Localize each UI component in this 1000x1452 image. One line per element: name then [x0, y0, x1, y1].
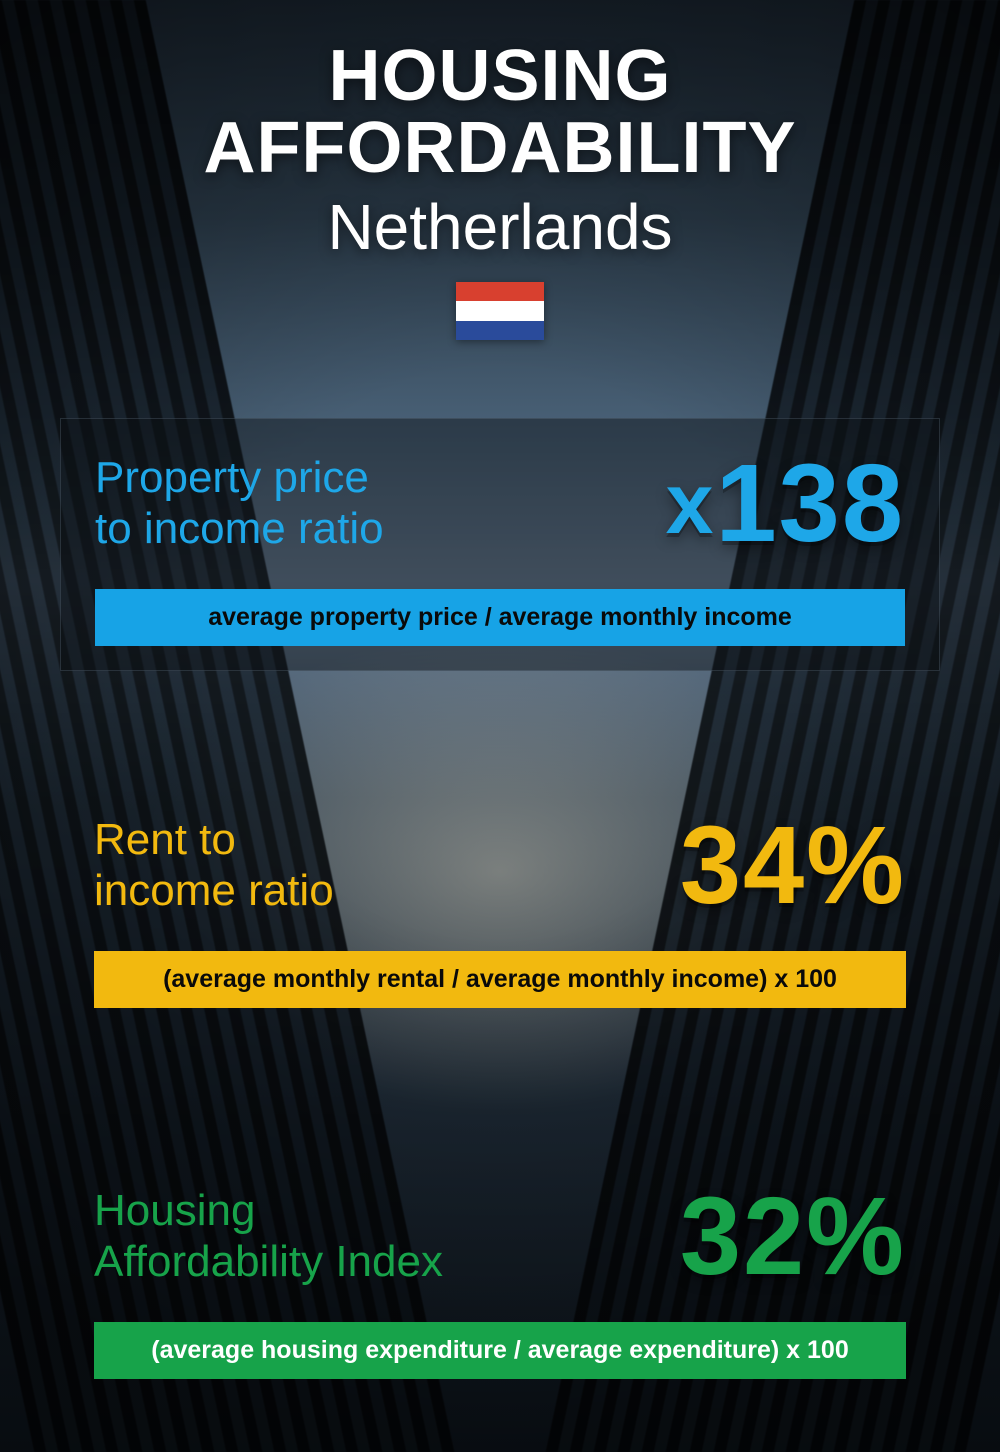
content-container: HOUSING AFFORDABILITY Netherlands Proper…	[0, 0, 1000, 1452]
metric-row: Property price to income ratio x138	[95, 449, 905, 559]
metric-label: Property price to income ratio	[95, 453, 384, 554]
metric-formula: average property price / average monthly…	[95, 589, 905, 646]
metric-value-number: 138	[715, 442, 905, 565]
main-title: HOUSING AFFORDABILITY	[50, 40, 950, 184]
flag-stripe-mid	[456, 301, 544, 320]
metric-formula: (average housing expenditure / average e…	[94, 1322, 906, 1379]
metric-label: Rent to income ratio	[94, 815, 334, 916]
metric-value: x138	[666, 449, 905, 559]
metric-formula: (average monthly rental / average monthl…	[94, 951, 906, 1008]
metric-card-affordability-index: Housing Affordability Index 32% (average…	[60, 1152, 940, 1403]
flag-stripe-bot	[456, 321, 544, 340]
metric-card-rent: Rent to income ratio 34% (average monthl…	[60, 781, 940, 1032]
flag-stripe-top	[456, 282, 544, 301]
netherlands-flag-icon	[456, 282, 544, 340]
metric-value: 34%	[680, 811, 906, 921]
metric-row: Rent to income ratio 34%	[94, 811, 906, 921]
metric-row: Housing Affordability Index 32%	[94, 1182, 906, 1292]
subtitle-country: Netherlands	[50, 190, 950, 264]
metric-card-property-price: Property price to income ratio x138 aver…	[60, 418, 940, 671]
metric-value: 32%	[680, 1182, 906, 1292]
metric-label: Housing Affordability Index	[94, 1186, 443, 1287]
